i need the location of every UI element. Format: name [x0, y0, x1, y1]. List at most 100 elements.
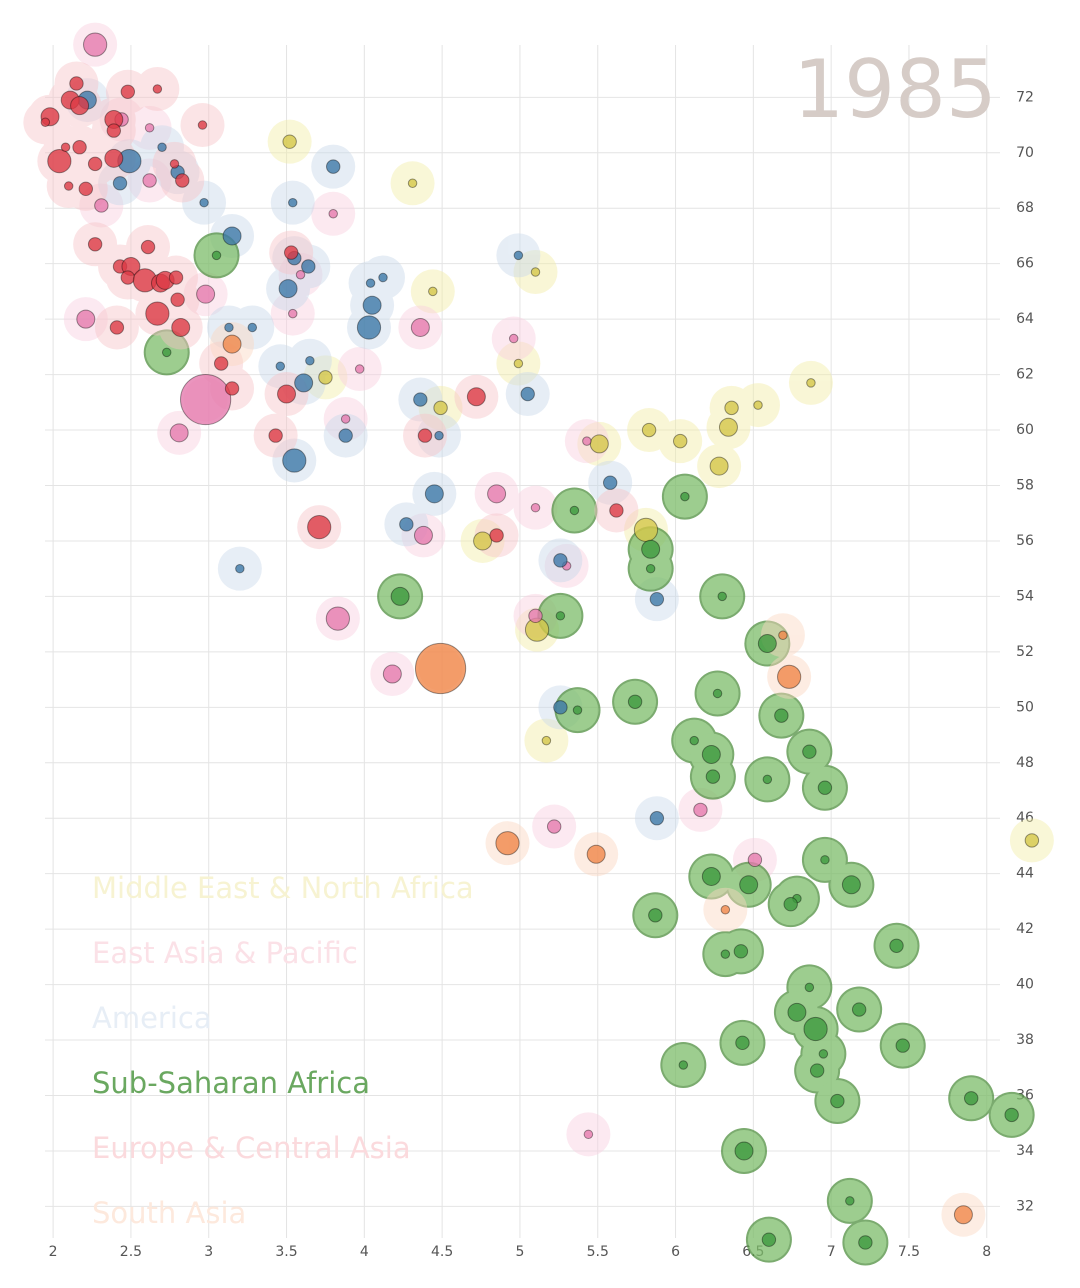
year-label: 1985	[793, 43, 997, 136]
bubble	[340, 414, 351, 424]
bubble	[213, 356, 229, 371]
bubble	[414, 642, 467, 695]
bubble	[362, 295, 382, 315]
x-tick-label: 4.5	[431, 1244, 453, 1260]
bubble	[399, 517, 414, 532]
legend-label: Sub-Saharan Africa	[92, 1066, 370, 1100]
bubble	[724, 400, 739, 416]
x-tick-label: 2	[49, 1244, 58, 1260]
bubble	[717, 591, 727, 602]
bubble	[413, 392, 428, 407]
y-tick-label: 34	[1016, 1143, 1034, 1159]
bubble	[277, 384, 297, 404]
bubble	[633, 517, 659, 542]
bubble	[69, 76, 84, 91]
y-tick-label: 64	[1016, 311, 1034, 327]
bubble	[40, 117, 51, 128]
bubble	[466, 387, 486, 407]
x-tick-label: 4	[360, 1244, 369, 1260]
x-tick-label: 2.5	[120, 1244, 142, 1260]
bubble	[109, 320, 125, 335]
bubble	[757, 634, 777, 654]
bubble	[325, 606, 350, 631]
bubble	[963, 1091, 979, 1106]
bubble	[602, 475, 618, 490]
bubble	[735, 1035, 750, 1051]
bubble	[78, 181, 94, 197]
bubble	[145, 301, 170, 326]
bubble	[407, 178, 418, 189]
bubble	[530, 267, 541, 277]
bubble	[424, 484, 444, 504]
x-tick-label: 6	[671, 1244, 680, 1260]
bubble	[609, 503, 624, 518]
bubble	[803, 1016, 828, 1042]
legend-label: Middle East & North Africa	[92, 871, 474, 905]
bubble	[433, 400, 448, 416]
y-tick-label: 56	[1016, 533, 1034, 549]
bubble	[546, 819, 562, 834]
bubble	[851, 1002, 867, 1017]
series	[282, 134, 1040, 848]
bubble	[787, 1002, 807, 1022]
bubble	[428, 286, 438, 297]
bubble	[753, 400, 763, 410]
bubble	[301, 259, 316, 274]
bubble	[774, 708, 789, 723]
bubble	[247, 322, 258, 333]
bubble	[199, 197, 209, 208]
bubble	[709, 456, 729, 476]
bubble	[841, 875, 861, 895]
bubble	[434, 430, 444, 441]
bubble	[283, 245, 299, 260]
bubble	[513, 250, 524, 261]
legend-label: Europe & Central Asia	[92, 1131, 411, 1165]
bubble	[701, 744, 721, 764]
bubble	[627, 694, 643, 709]
x-tick-label: 7	[827, 1244, 836, 1260]
y-tick-label: 52	[1016, 644, 1034, 660]
bubble	[72, 140, 87, 155]
bubble	[806, 378, 816, 388]
y-tick-label: 32	[1016, 1198, 1034, 1214]
bubble	[222, 226, 242, 246]
bubble	[830, 1093, 845, 1109]
bubble	[112, 176, 128, 191]
bubble	[733, 944, 749, 959]
bubble	[589, 434, 609, 454]
bubble	[895, 1038, 910, 1053]
bubble	[817, 780, 833, 795]
bubble	[354, 364, 365, 374]
bubble	[157, 142, 167, 152]
bubble	[318, 370, 333, 385]
bubble	[648, 908, 663, 923]
bubble	[555, 611, 566, 621]
bubble	[583, 1129, 594, 1140]
bubble	[473, 531, 493, 551]
bubble	[120, 270, 136, 285]
y-tick-label: 44	[1016, 866, 1034, 882]
x-tick-label: 3	[204, 1244, 213, 1260]
bubble	[678, 1060, 689, 1070]
bubble	[288, 308, 298, 319]
bubble	[365, 278, 376, 288]
bubble	[275, 361, 286, 372]
bubble	[720, 904, 731, 915]
y-tick-label: 60	[1016, 422, 1034, 438]
bubble	[734, 1141, 754, 1161]
bubble	[60, 142, 71, 152]
y-tick-label: 40	[1016, 977, 1034, 993]
x-tick-label: 5	[515, 1244, 524, 1260]
bubble	[645, 563, 656, 574]
bubble	[378, 272, 388, 283]
x-tick-label: 3.5	[275, 1244, 297, 1260]
bubble	[83, 32, 108, 57]
bubble	[169, 423, 189, 443]
bubble	[673, 433, 688, 449]
bubble	[282, 448, 307, 473]
y-tick-label: 54	[1016, 588, 1034, 604]
bubble	[541, 735, 552, 746]
y-tick-label: 68	[1016, 200, 1034, 216]
bubble	[144, 123, 155, 133]
bubble	[783, 896, 798, 912]
